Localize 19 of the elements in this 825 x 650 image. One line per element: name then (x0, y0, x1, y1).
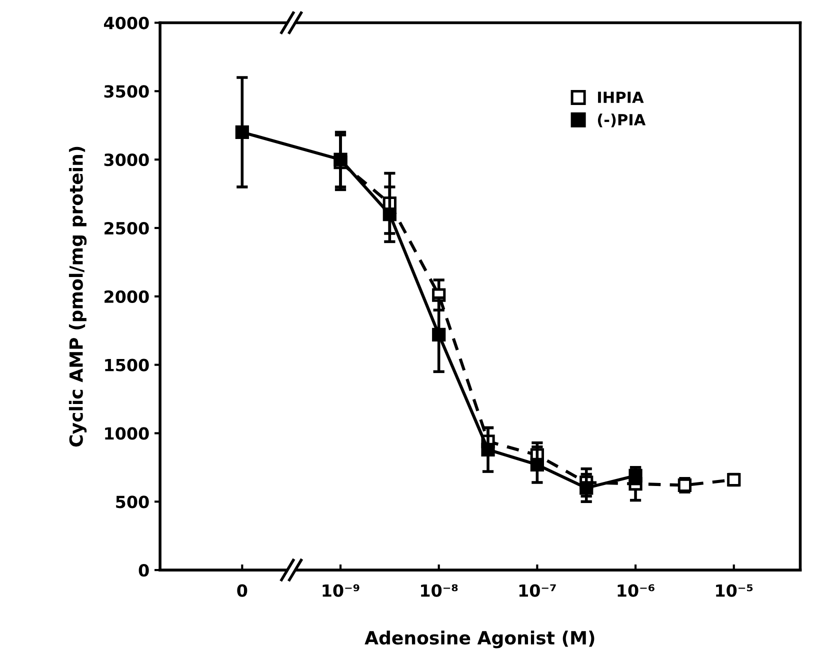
x-tick-label: 10⁻⁸ (421, 584, 458, 597)
y-tick-label: 4000 (104, 16, 149, 30)
y-tick-label: 1500 (105, 358, 149, 372)
y-tick-label: 500 (116, 496, 149, 508)
legend-label: (-)PIA (598, 114, 646, 128)
y-axis-title: Cyclic AMP (pmol/mg protein) (68, 146, 87, 447)
x-tick-label: 10⁻⁹ (322, 584, 360, 597)
y-tick-label: 3500 (104, 85, 149, 98)
legend-label: IHPIA (598, 92, 644, 103)
y-tick-label: 2000 (104, 290, 149, 303)
y-tick-label: 1000 (105, 427, 149, 440)
x-tick-label: 10⁻⁶ (618, 584, 654, 597)
y-tick-label: 2500 (104, 222, 149, 235)
x-axis-title: Adenosine Agonist (M) (364, 630, 594, 648)
x-tick-label: 10⁻⁵ (716, 584, 753, 597)
y-tick-label: 3000 (104, 154, 149, 166)
x-tick-label: 10⁻⁷ (519, 584, 556, 597)
y-tick-label: 0 (138, 564, 149, 577)
x-tick-label: 0 (237, 584, 248, 597)
